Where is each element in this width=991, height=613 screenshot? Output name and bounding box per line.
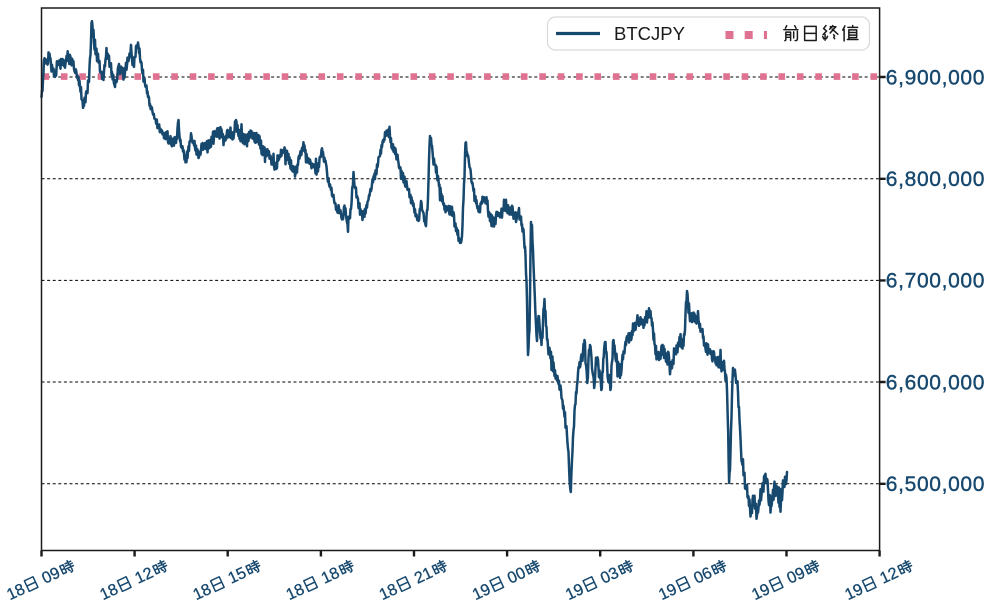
svg-text:6,600,000: 6,600,000 [886,371,985,394]
svg-text:BTCJPY: BTCJPY [614,23,685,44]
svg-text:6,500,000: 6,500,000 [886,473,985,496]
svg-text:6,900,000: 6,900,000 [886,66,985,89]
svg-text:6,700,000: 6,700,000 [886,270,985,293]
svg-text:6,800,000: 6,800,000 [886,168,985,191]
